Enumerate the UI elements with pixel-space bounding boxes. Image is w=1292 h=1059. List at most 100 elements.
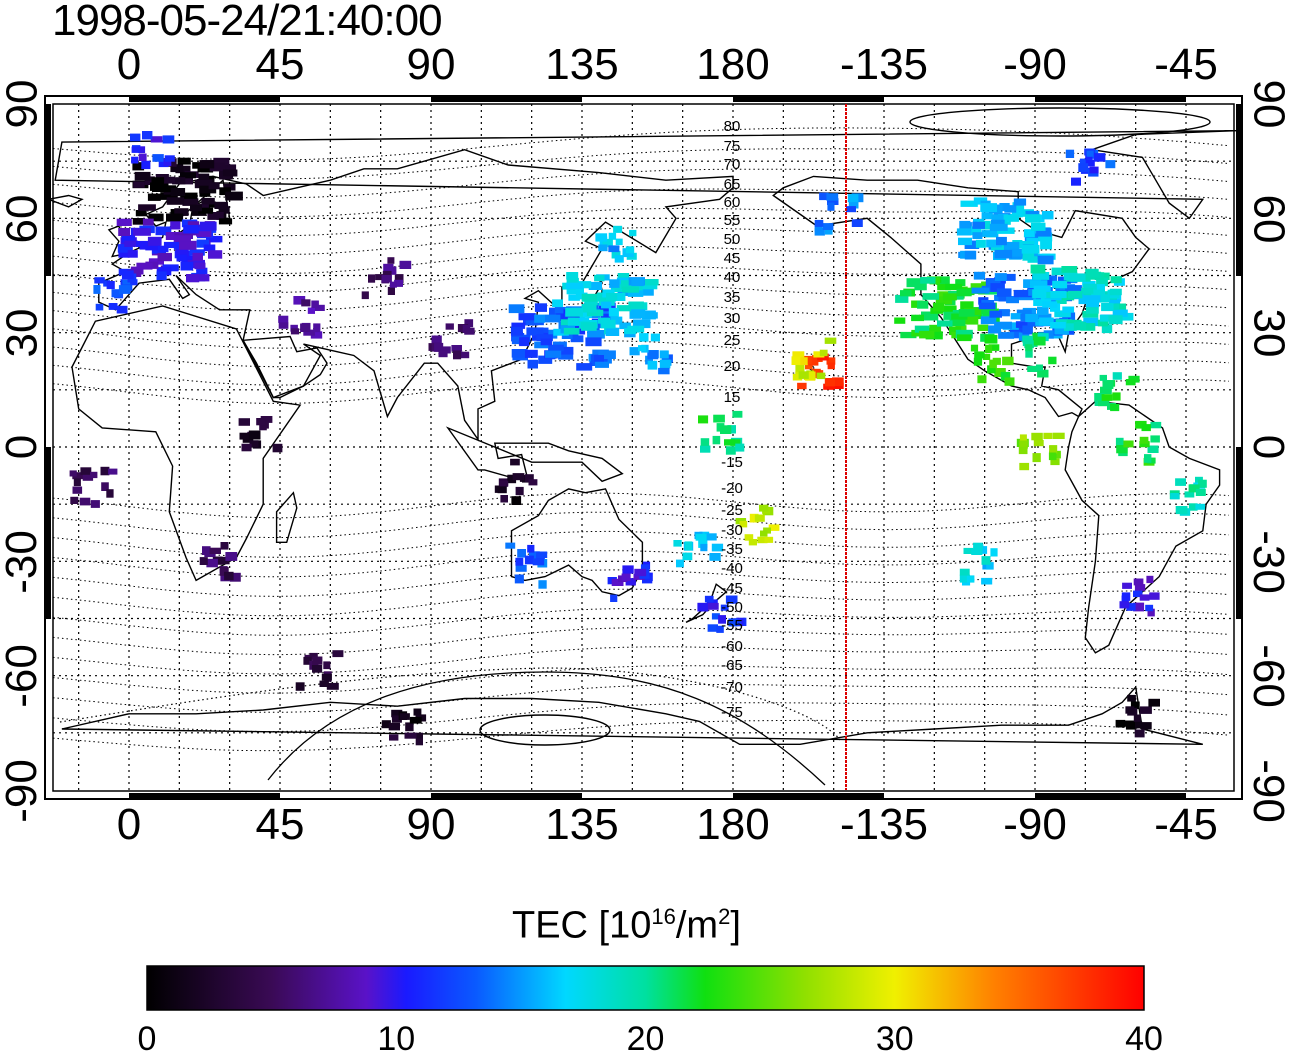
mlat-contour	[52, 148, 1230, 180]
tec-cell	[173, 235, 191, 242]
tec-cell	[1086, 150, 1094, 157]
tec-cell	[108, 303, 118, 310]
australia-coast	[510, 488, 644, 597]
tec-cell	[914, 325, 930, 333]
tec-cell	[1170, 493, 1180, 500]
tec-cell	[132, 162, 145, 171]
contour-label: -25	[721, 502, 743, 519]
tec-cell	[544, 314, 561, 323]
tec-cell	[548, 344, 564, 352]
tec-cell	[100, 466, 110, 476]
tec-cell	[1080, 323, 1096, 331]
tec-cell	[658, 367, 670, 375]
tec-cell	[131, 146, 140, 153]
tec-cell	[122, 280, 131, 287]
tec-cell	[1003, 214, 1020, 222]
tec-cell	[600, 313, 619, 321]
frame-tick-bar	[1236, 104, 1242, 276]
tec-cell	[391, 709, 403, 718]
tec-cell	[598, 350, 616, 359]
tec-cell	[500, 495, 508, 503]
bottom-lon-tick-label: 0	[116, 800, 142, 849]
tec-cell	[511, 349, 528, 358]
tec-cell	[943, 311, 959, 320]
tec-cell	[1119, 601, 1130, 609]
tec-cell	[711, 613, 720, 620]
mlat-contour	[52, 627, 1230, 656]
tec-cell	[220, 556, 230, 565]
tec-cell	[438, 350, 448, 358]
tec-cluster-caribbean	[1094, 372, 1140, 412]
tec-cell	[497, 486, 507, 494]
tec-cluster-siberia-east	[595, 225, 637, 263]
tec-cell	[1050, 291, 1067, 299]
tec-cell	[584, 299, 598, 306]
tec-cell	[106, 281, 115, 290]
tec-cell	[987, 365, 996, 374]
tec-cell	[515, 564, 527, 572]
tec-cluster-greenland-atlantic	[130, 131, 175, 170]
tec-cell	[1027, 256, 1038, 263]
tec-cell	[827, 202, 835, 211]
tec-cell	[919, 330, 935, 339]
tec-cell	[1050, 458, 1060, 466]
tec-cell	[524, 555, 534, 565]
frame-tick-bar	[733, 793, 884, 799]
tec-cell	[111, 289, 123, 298]
tec-cell	[194, 179, 212, 189]
tec-cell	[827, 198, 839, 205]
tec-cell	[133, 181, 145, 188]
tec-cell	[132, 228, 151, 236]
tec-cell	[795, 364, 805, 373]
tec-cell	[698, 415, 709, 424]
tec-cell	[1025, 214, 1041, 223]
tec-cell	[116, 218, 132, 226]
tec-cell	[534, 314, 545, 323]
tec-cell	[622, 565, 634, 574]
tec-cell	[135, 210, 147, 217]
tec-cell	[199, 557, 208, 565]
tec-cell	[808, 356, 819, 366]
tec-cell	[241, 443, 252, 452]
tec-cell	[1086, 299, 1100, 308]
tec-cell	[585, 337, 602, 347]
tec-cell	[307, 307, 315, 314]
tec-cell	[199, 221, 217, 231]
tec-cell	[1003, 241, 1020, 251]
tec-cell	[511, 496, 522, 505]
tec-cell	[147, 236, 162, 246]
tec-cell	[814, 219, 824, 227]
tec-cell	[824, 378, 835, 387]
tec-cell	[1140, 706, 1152, 714]
tec-cell	[936, 276, 950, 285]
tec-cell	[1085, 305, 1099, 314]
tec-cell	[381, 720, 391, 729]
contour-label: -40	[721, 560, 743, 577]
frame-tick-bar	[1035, 793, 1186, 799]
tec-cell	[1048, 452, 1057, 461]
tec-cell	[975, 239, 986, 248]
tec-cell	[634, 568, 647, 577]
tec-cell	[1175, 478, 1186, 486]
tec-cell	[1100, 386, 1112, 395]
tec-cell	[1110, 276, 1122, 284]
tec-cell	[613, 225, 623, 233]
tec-cell	[661, 354, 673, 363]
tec-cell	[586, 309, 604, 317]
tec-cell	[160, 185, 177, 193]
tec-cell	[600, 319, 616, 329]
tec-cluster-australia-west	[505, 542, 548, 589]
tec-cell	[1019, 440, 1028, 449]
tec-cluster-japan	[552, 272, 659, 338]
tec-cell	[814, 227, 825, 236]
tec-cell	[150, 136, 163, 143]
top-lon-tick-label: -90	[1003, 40, 1067, 89]
frame-tick-bar	[45, 447, 51, 619]
tec-cell	[718, 615, 726, 624]
tec-cell	[224, 571, 234, 581]
tec-cell	[434, 342, 444, 352]
contour-label: -75	[721, 704, 743, 721]
tec-cell	[971, 548, 983, 555]
tec-cell	[136, 240, 150, 247]
